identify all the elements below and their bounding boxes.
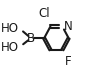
Text: N: N	[63, 20, 72, 33]
Text: HO: HO	[1, 22, 19, 35]
Text: F: F	[65, 55, 72, 68]
Text: B: B	[27, 32, 35, 45]
Text: Cl: Cl	[38, 7, 50, 20]
Text: HO: HO	[1, 41, 19, 54]
